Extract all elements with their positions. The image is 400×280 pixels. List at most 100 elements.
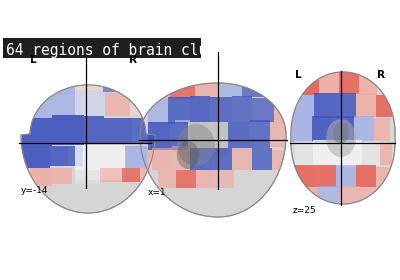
Bar <box>262 75 284 97</box>
Bar <box>22 77 50 97</box>
Bar <box>172 146 190 170</box>
Bar <box>248 52 268 74</box>
Text: R: R <box>129 55 137 65</box>
Bar <box>152 148 172 170</box>
Bar <box>354 116 374 142</box>
Bar <box>314 93 336 118</box>
Bar <box>212 148 232 170</box>
Bar <box>292 117 312 142</box>
Bar <box>188 122 228 157</box>
Polygon shape <box>21 85 155 213</box>
Bar <box>22 97 47 119</box>
Bar <box>148 72 160 92</box>
Bar <box>252 148 272 170</box>
Bar <box>170 122 188 150</box>
Bar <box>22 118 52 146</box>
Text: x=1: x=1 <box>148 188 167 197</box>
Bar <box>175 120 190 152</box>
Bar <box>68 146 83 166</box>
Bar <box>148 99 168 124</box>
Bar <box>242 73 262 97</box>
Bar <box>314 165 336 187</box>
Bar <box>220 72 242 97</box>
Bar <box>128 68 148 92</box>
Bar <box>140 166 155 182</box>
Bar <box>318 186 340 205</box>
Bar <box>195 73 220 99</box>
Bar <box>75 68 103 90</box>
Bar <box>132 118 157 144</box>
Bar <box>274 99 294 123</box>
Bar <box>228 122 250 148</box>
Bar <box>210 97 232 122</box>
Bar <box>73 50 103 72</box>
Bar <box>313 140 338 167</box>
Bar <box>359 73 377 95</box>
Text: 64 regions of brain clusters: 64 regions of brain clusters <box>6 43 251 57</box>
Bar <box>105 93 130 116</box>
Bar <box>334 116 354 142</box>
Text: y=-14: y=-14 <box>21 186 48 195</box>
Bar <box>294 165 314 187</box>
Ellipse shape <box>333 122 349 144</box>
Bar <box>362 141 380 166</box>
Ellipse shape <box>326 119 356 157</box>
Bar <box>148 122 170 150</box>
Bar <box>176 170 196 188</box>
Bar <box>122 168 140 182</box>
Bar <box>380 143 392 165</box>
Bar <box>100 168 122 182</box>
Ellipse shape <box>177 141 199 169</box>
Bar <box>214 170 234 188</box>
Text: R: R <box>377 70 385 80</box>
Bar <box>30 168 52 186</box>
Bar <box>196 170 214 188</box>
Bar <box>22 146 50 168</box>
Bar <box>294 100 304 122</box>
Bar <box>148 55 173 77</box>
Bar <box>338 140 362 167</box>
Bar <box>173 50 201 75</box>
Bar <box>75 170 100 184</box>
Bar <box>52 115 84 145</box>
Bar <box>104 118 132 144</box>
Bar <box>147 147 157 167</box>
Bar <box>158 170 176 188</box>
Bar <box>190 96 210 122</box>
Bar <box>336 165 356 187</box>
Polygon shape <box>291 72 395 204</box>
Bar <box>272 150 290 170</box>
Bar <box>360 187 378 205</box>
Bar <box>295 141 313 166</box>
Bar <box>268 55 288 75</box>
Bar <box>3 38 201 58</box>
Bar <box>50 146 68 166</box>
Bar <box>148 77 170 99</box>
Bar <box>336 93 356 118</box>
Bar <box>319 72 339 94</box>
Bar <box>55 52 73 77</box>
Bar <box>252 98 274 122</box>
Bar <box>201 52 223 74</box>
Bar <box>284 77 302 99</box>
Bar <box>232 148 252 170</box>
Bar <box>250 120 270 148</box>
Bar <box>25 57 55 77</box>
Bar <box>130 93 152 115</box>
Bar <box>297 73 319 95</box>
Bar <box>75 145 125 180</box>
Bar <box>168 97 190 124</box>
Bar <box>292 95 314 117</box>
Bar <box>298 187 318 205</box>
Bar <box>356 93 376 117</box>
Bar <box>125 146 147 168</box>
Bar <box>270 122 292 147</box>
Bar <box>52 168 72 184</box>
Bar <box>292 124 302 146</box>
Bar <box>152 97 162 117</box>
Bar <box>356 165 376 187</box>
Text: L: L <box>30 55 36 65</box>
Polygon shape <box>140 83 286 217</box>
Text: z=25: z=25 <box>293 206 317 215</box>
Bar <box>47 93 75 118</box>
